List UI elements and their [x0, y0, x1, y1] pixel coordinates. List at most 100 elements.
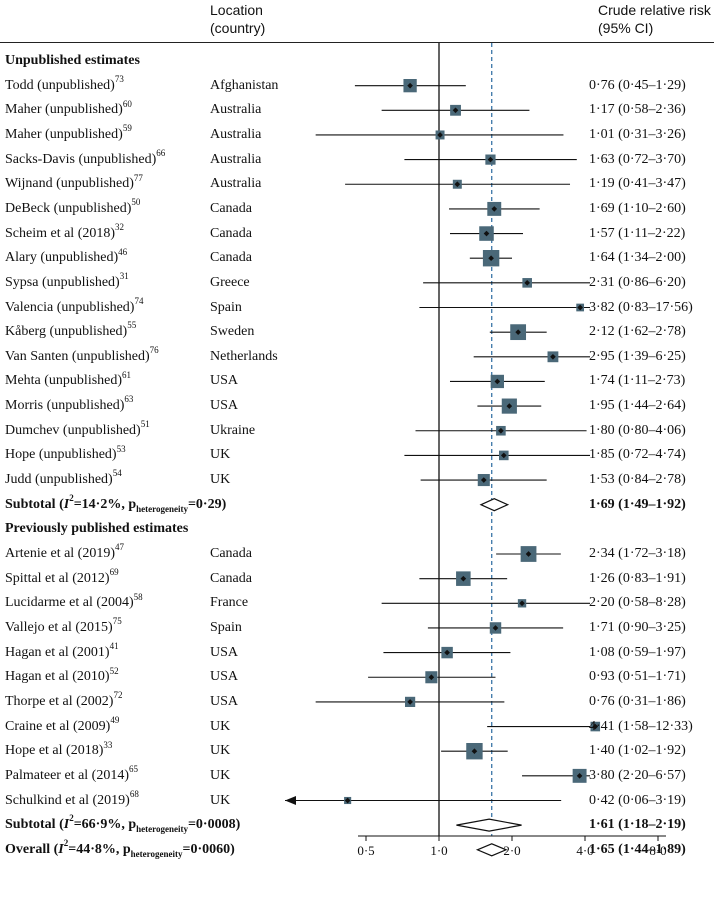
study-name: Hagan et al (2001): [5, 644, 110, 660]
study-country: UK: [210, 472, 231, 488]
study-name: Spittal et al (2012): [5, 570, 110, 586]
point-estimate: [407, 699, 413, 705]
study-ci-text: 1·63 (0·72–3·70): [589, 151, 686, 167]
study-row: Hope (unpublished)53 UK 1·85 (0·72–4·74): [0, 444, 714, 465]
study-ci-text: 4·41 (1·58–12·33): [589, 718, 693, 734]
reference-number: 31: [119, 271, 129, 282]
point-estimate: [491, 206, 498, 212]
reference-number: 75: [112, 616, 122, 627]
point-estimate: [471, 748, 478, 755]
study-ci-text: 1·74 (1·11–2·73): [589, 373, 686, 389]
subtotal-ci-text: 1·61 (1·18–2·19): [589, 817, 686, 833]
study-label: Schulkind et al (2019)68: [5, 789, 139, 811]
study-label: Sacks-Davis (unpublished)66: [5, 148, 165, 170]
study-row: Maher (unpublished)59 Australia 1·01 (0·31…: [0, 124, 714, 145]
study-label: Todd (unpublished)73: [5, 74, 124, 96]
section-title: Previously published estimates: [5, 521, 189, 537]
section-title: Unpublished estimates: [5, 53, 140, 68]
header-rule: [0, 42, 714, 43]
study-label: Valencia (unpublished)74: [5, 296, 143, 318]
study-name: Dumchev (unpublished): [5, 422, 141, 438]
study-ci-text: 2·12 (1·62–2·78): [589, 324, 686, 340]
i2-superscript: 2: [63, 838, 69, 849]
study-name: Palmateer et al (2014): [5, 767, 130, 783]
point-estimate: [519, 600, 525, 607]
x-tick-label: 8·0: [649, 843, 666, 858]
study-ci-text: 1·64 (1·34–2·00): [589, 250, 686, 266]
study-country: Canada: [210, 546, 252, 561]
study-name: Craine et al (2009): [5, 718, 111, 734]
study-row: Mehta (unpublished)61 USA 1·74 (1·11–2·73): [0, 369, 714, 391]
study-row: Wijnand (unpublished)77 Australia 1·19 (0·…: [0, 173, 714, 194]
study-row: Lucidarme et al (2004)58 France 2·20 (0·58…: [0, 592, 714, 613]
study-name: Schulkind et al (2019): [5, 792, 130, 808]
overall-ci-text: 1·65 (1·44–1·89): [589, 841, 686, 857]
study-label: Palmateer et al (2014)65: [5, 765, 138, 786]
study-ci-text: 1·19 (0·41–3·47): [589, 176, 686, 192]
study-row: Judd (unpublished)54 UK 1·53 (0·84–2·78): [0, 469, 714, 490]
study-label: Mehta (unpublished)61: [5, 369, 132, 391]
study-ci-text: 2·34 (1·72–3·18): [589, 546, 686, 561]
study-name: Van Santen (unpublished): [5, 348, 150, 364]
point-estimate: [577, 304, 583, 311]
study-label: Wijnand (unpublished)77: [5, 173, 143, 194]
study-label: Vallejo et al (2015)75: [5, 616, 122, 638]
x-tick-label: 2·0: [503, 843, 520, 858]
study-name: Mehta (unpublished): [5, 373, 123, 389]
point-estimate: [480, 477, 487, 483]
i2-symbol: I: [63, 496, 70, 512]
location-header-line2: (country): [210, 20, 266, 36]
study-ci-text: 1·85 (0·72–4·74): [589, 447, 686, 463]
relative-risk-column-header: Crude relative risk (95% CI): [598, 1, 711, 37]
study-country: Spain: [210, 299, 242, 315]
study-row: Valencia (unpublished)74 Spain 3·82 (0·83–…: [0, 296, 714, 318]
i2-superscript: 2: [69, 813, 74, 824]
study-name: Wijnand (unpublished): [5, 176, 134, 192]
reference-number: 76: [149, 345, 159, 356]
study-country: Canada: [210, 250, 252, 266]
study-label: Maher (unpublished)59: [5, 124, 132, 145]
x-tick-label: 0·5: [357, 843, 374, 858]
subtotal-label-pre: Subtotal (: [5, 817, 64, 833]
study-country: Australia: [210, 151, 262, 167]
study-ci-text: 0·76 (0·45–1·29): [589, 77, 686, 93]
reference-number: 61: [122, 369, 132, 380]
study-label: Van Santen (unpublished)76: [5, 345, 159, 367]
study-name: Morris (unpublished): [5, 398, 125, 414]
study-row: Kåberg (unpublished)55 Sweden 2·12 (1·62–2…: [0, 320, 714, 342]
subtotal-row: Subtotal (I2=66·9%, pheterogeneity=0·000…: [0, 813, 714, 835]
reference-number: 55: [127, 320, 137, 331]
study-name: Thorpe et al (2002): [5, 693, 114, 709]
study-label: Artenie et al (2019)47: [5, 542, 125, 564]
subtotal-label-mid: =14·2%, p: [73, 496, 137, 512]
study-row: Scheim et al (2018)32 Canada 1·57 (1·11–2·…: [0, 222, 714, 244]
study-label: Hope et al (2018)33: [5, 740, 112, 761]
study-ci-text: 1·53 (0·84–2·78): [589, 472, 686, 488]
reference-number: 47: [115, 542, 125, 553]
i2-superscript: 2: [69, 493, 74, 504]
study-row: Thorpe et al (2002)72 USA 0·76 (0·31–1·86): [0, 691, 714, 712]
study-label: Judd (unpublished)54: [5, 469, 122, 490]
study-ci-text: 0·93 (0·51–1·71): [589, 669, 686, 685]
study-country: USA: [210, 644, 239, 660]
study-ci-text: 0·76 (0·31–1·86): [589, 693, 686, 709]
study-label: Kåberg (unpublished)55: [5, 320, 137, 342]
study-country: UK: [210, 743, 231, 759]
point-estimate: [498, 427, 504, 434]
point-estimate: [460, 575, 467, 582]
study-label: Hagan et al (2010)52: [5, 665, 119, 687]
study-row: Todd (unpublished)73 Afghanistan 0·76 (0·4…: [0, 74, 714, 96]
study-country: Canada: [210, 570, 252, 586]
study-ci-text: 1·95 (1·44–2·64): [589, 398, 686, 414]
study-ci-text: 1·17 (0·58–2·36): [589, 102, 686, 118]
study-ci-text: 1·40 (1·02–1·92): [589, 743, 686, 759]
study-label: Hagan et al (2001)41: [5, 641, 119, 663]
subtotal-label: Subtotal (I2=66·9%, pheterogeneity=0·000…: [5, 813, 240, 835]
study-label: Hope (unpublished)53: [5, 444, 126, 465]
point-estimate: [437, 132, 443, 138]
study-ci-text: 1·71 (0·90–3·25): [589, 619, 686, 635]
study-country: Canada: [210, 225, 252, 241]
reference-number: 52: [109, 665, 119, 676]
subtotal-label-pre: Subtotal (: [5, 496, 64, 512]
